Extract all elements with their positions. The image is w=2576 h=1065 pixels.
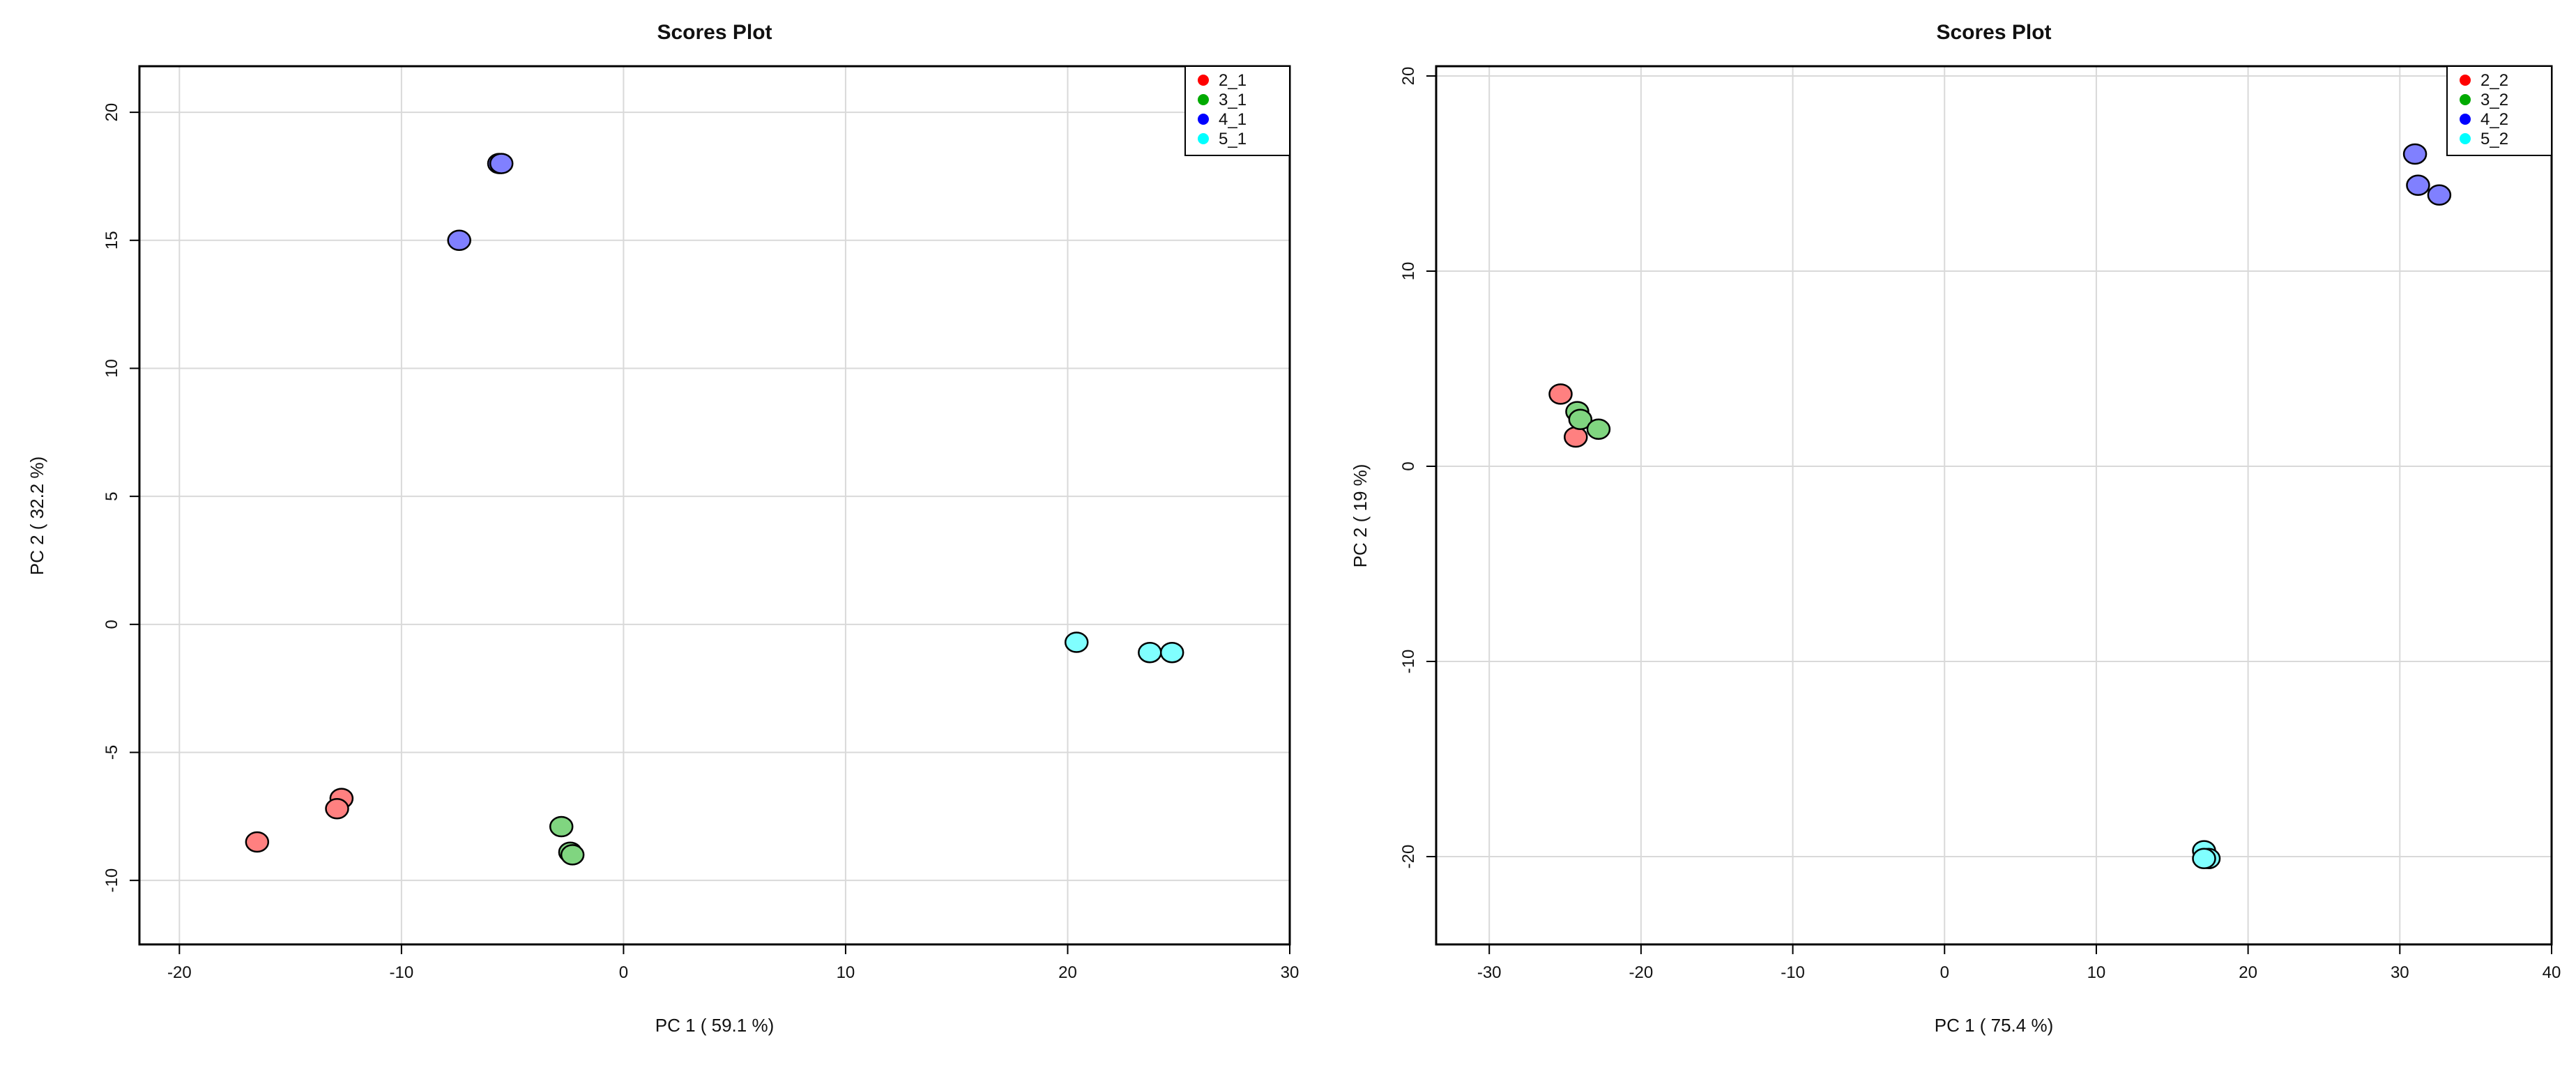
point-4_2 bbox=[2406, 174, 2430, 197]
y-tick-label: 10 bbox=[1399, 262, 1418, 281]
x-tick-label: 20 bbox=[2239, 963, 2257, 982]
point-4_2 bbox=[2427, 184, 2452, 206]
legend-label: 3_1 bbox=[1219, 91, 1247, 109]
point-4_1 bbox=[489, 153, 514, 174]
plot-title: Scores Plot bbox=[1936, 21, 2051, 44]
point-2_2 bbox=[1548, 383, 1573, 405]
y-tick-label: 0 bbox=[1399, 461, 1418, 470]
y-tick-label: 20 bbox=[1399, 67, 1418, 86]
legend-label: 2_1 bbox=[1219, 71, 1247, 90]
y-tick-label: 10 bbox=[102, 359, 121, 378]
y-tick-label: 15 bbox=[102, 231, 121, 250]
plot-frame bbox=[138, 65, 1291, 946]
x-tick-label: -30 bbox=[1477, 963, 1502, 982]
y-tick-label: -5 bbox=[102, 745, 121, 760]
legend-swatch-5_2 bbox=[2460, 133, 2471, 144]
legend-label: 4_2 bbox=[2480, 110, 2508, 129]
legend-swatch-3_2 bbox=[2460, 94, 2471, 105]
point-5_1 bbox=[1159, 641, 1184, 664]
x-tick-label: 0 bbox=[1940, 963, 1949, 982]
point-4_2 bbox=[2402, 143, 2428, 165]
y-axis-label: PC 2 ( 32.2 %) bbox=[26, 457, 47, 576]
legend-label: 3_2 bbox=[2480, 91, 2508, 109]
legend-swatch-4_1 bbox=[1198, 114, 1209, 125]
point-3_2 bbox=[1586, 418, 1611, 440]
y-tick-label: -20 bbox=[1399, 845, 1418, 869]
point-2_1 bbox=[325, 798, 349, 820]
y-tick-label: -10 bbox=[102, 868, 121, 893]
legend-swatch-2_1 bbox=[1198, 75, 1209, 86]
x-tick-label: 40 bbox=[2543, 963, 2561, 982]
point-4_1 bbox=[447, 229, 471, 252]
legend-swatch-2_2 bbox=[2460, 75, 2471, 86]
scores-plot-left: Scores Plot PC 1 ( 59.1 %) PC 2 ( 32.2 %… bbox=[26, 21, 1299, 1036]
x-axis-label: PC 1 ( 75.4 %) bbox=[1935, 1015, 2054, 1036]
legend: 2_23_24_25_2 bbox=[2446, 66, 2552, 156]
point-5_1 bbox=[1138, 641, 1162, 664]
point-2_2 bbox=[1564, 426, 1588, 448]
plot-title: Scores Plot bbox=[657, 21, 772, 44]
axis-ticks: -20 -10 0 10 20 30 -10 -5 0 5 10 15 20 bbox=[102, 103, 1299, 982]
legend-label: 5_2 bbox=[2480, 130, 2508, 148]
point-3_2 bbox=[1568, 408, 1593, 431]
point-5_1 bbox=[1064, 631, 1089, 653]
legend-label: 5_1 bbox=[1219, 130, 1247, 148]
legend-swatch-5_1 bbox=[1198, 133, 1209, 144]
grid bbox=[1436, 66, 2552, 944]
legend-label: 2_2 bbox=[2480, 71, 2508, 90]
x-tick-label: -20 bbox=[167, 963, 192, 982]
y-axis-label: PC 2 ( 19 %) bbox=[1350, 464, 1371, 568]
data-points bbox=[1548, 143, 2452, 870]
point-5_2 bbox=[2192, 848, 2216, 870]
x-tick-label: -10 bbox=[390, 963, 414, 982]
x-axis-label: PC 1 ( 59.1 %) bbox=[655, 1015, 775, 1036]
y-tick-label: 20 bbox=[102, 103, 121, 122]
data-points bbox=[245, 153, 1184, 866]
y-tick-label: 5 bbox=[102, 491, 121, 500]
x-tick-label: -20 bbox=[1629, 963, 1654, 982]
grid bbox=[139, 66, 1290, 944]
x-tick-label: 20 bbox=[1058, 963, 1077, 982]
x-tick-label: 30 bbox=[2391, 963, 2409, 982]
plot-frame bbox=[1435, 65, 2553, 946]
x-tick-label: -10 bbox=[1781, 963, 1805, 982]
point-3_1 bbox=[560, 844, 585, 866]
y-tick-label: -10 bbox=[1399, 650, 1418, 674]
legend: 2_13_14_15_1 bbox=[1184, 66, 1290, 156]
x-tick-label: 10 bbox=[2087, 963, 2106, 982]
point-3_1 bbox=[549, 815, 574, 838]
legend-swatch-4_2 bbox=[2460, 114, 2471, 125]
legend-label: 4_1 bbox=[1219, 110, 1247, 129]
x-tick-label: 0 bbox=[619, 963, 628, 982]
x-tick-label: 10 bbox=[837, 963, 855, 982]
scores-plot-right: Scores Plot PC 1 ( 75.4 %) PC 2 ( 19 %) … bbox=[1350, 21, 2561, 1036]
axis-ticks: -30 -20 -10 0 10 20 30 40 -20 -10 0 10 20 bbox=[1399, 67, 2561, 982]
point-2_1 bbox=[245, 831, 270, 853]
legend-swatch-3_1 bbox=[1198, 94, 1209, 105]
y-tick-label: 0 bbox=[102, 620, 121, 629]
x-tick-label: 30 bbox=[1281, 963, 1300, 982]
